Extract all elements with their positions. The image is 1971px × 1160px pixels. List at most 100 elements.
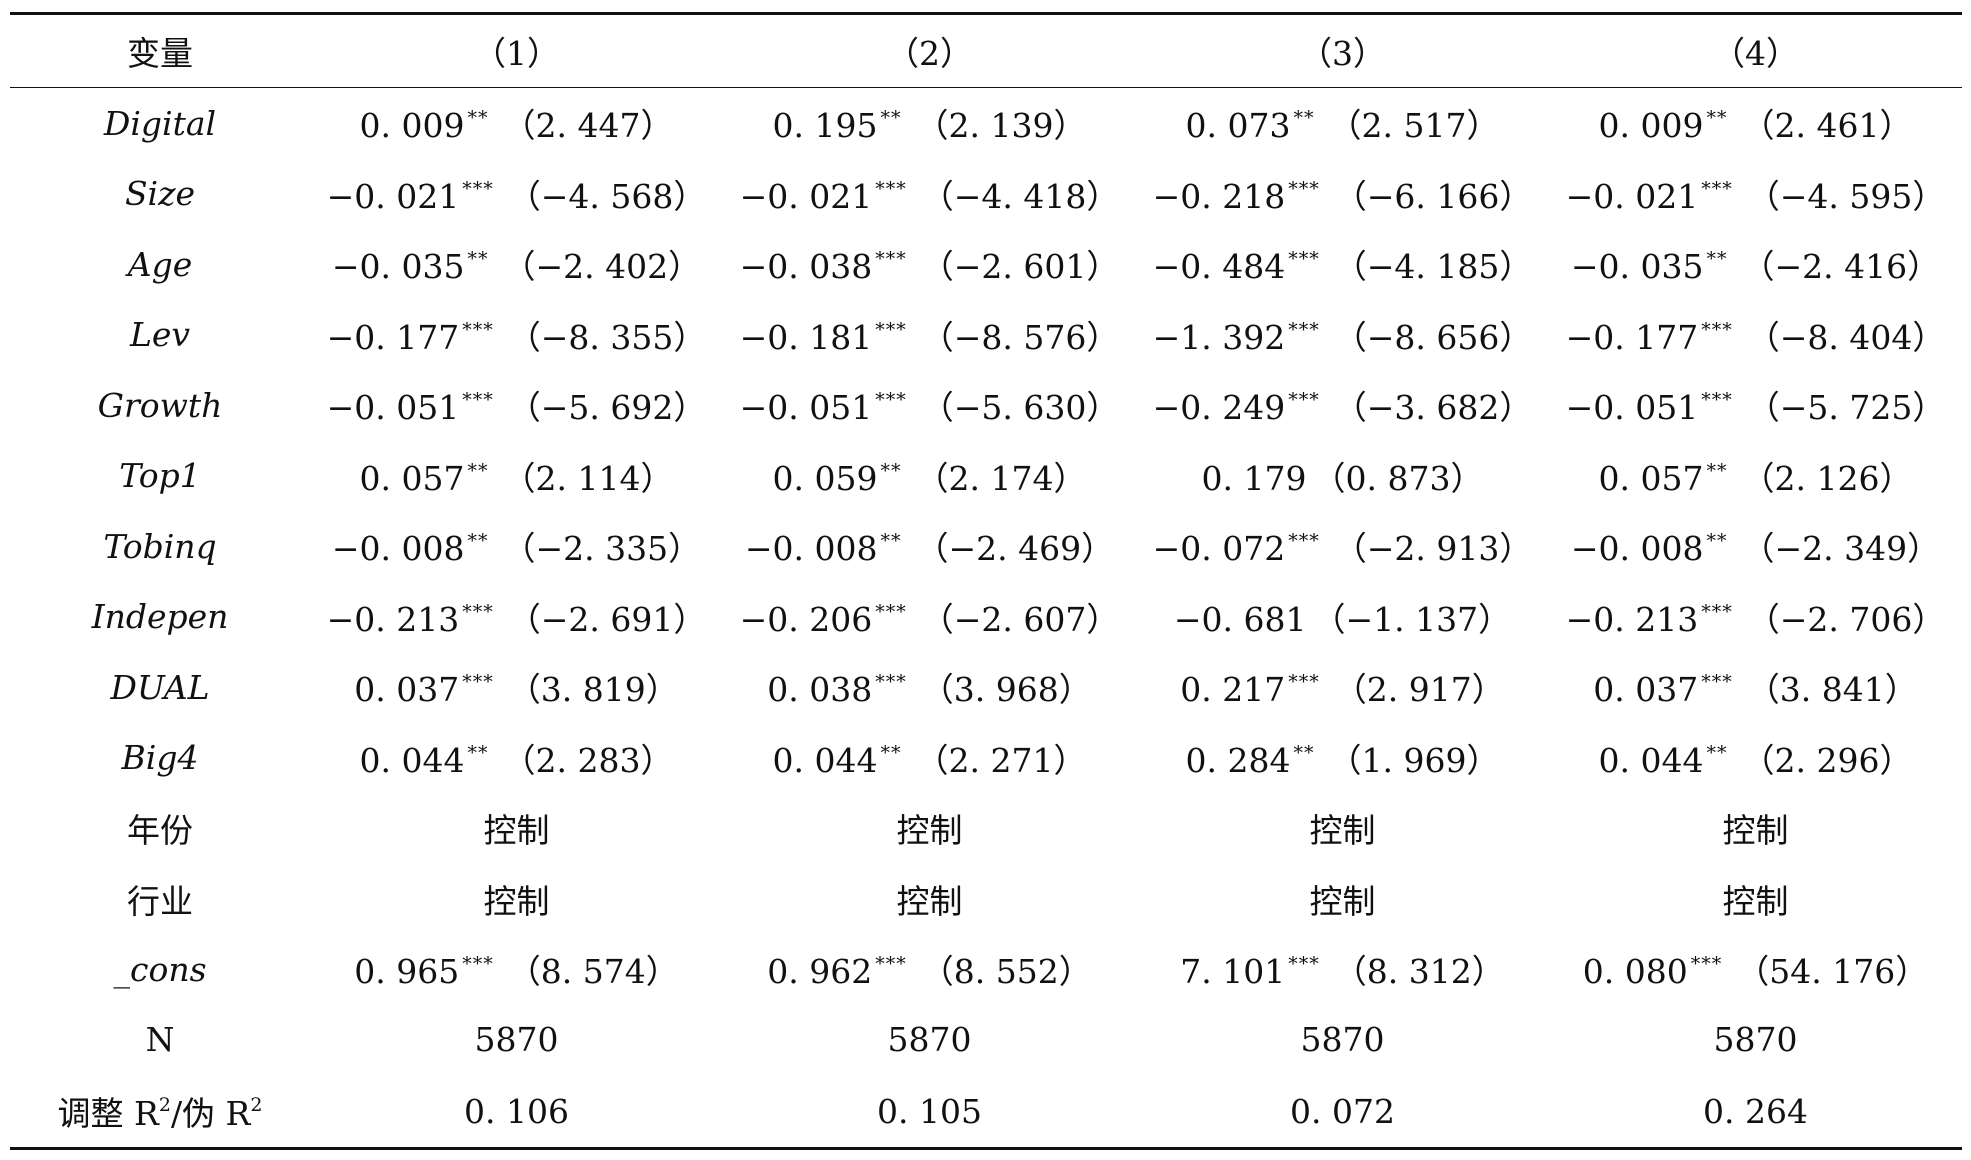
t-statistic: （2. 461） xyxy=(1741,106,1913,146)
significance-stars: *** xyxy=(1701,671,1733,694)
coefficient: 0. 044 xyxy=(1598,740,1704,780)
t-statistic: （−4. 568） xyxy=(507,176,707,216)
table-cell: 0. 037 *** （3. 841） xyxy=(1549,652,1962,723)
table-cell: 0. 009 ** （2. 447） xyxy=(310,88,723,159)
significance-stars: *** xyxy=(1701,177,1733,200)
coefficient: 5870 xyxy=(1713,1020,1798,1060)
table-row: 行业 控制 控制 控制 控制 xyxy=(10,864,1962,935)
significance-stars: ** xyxy=(1706,741,1728,764)
table-row: Digital 0. 009 ** （2. 447） 0. 195 ** （2. 139） 0… xyxy=(10,88,1962,159)
table-cell: −0. 035 ** （−2. 402） xyxy=(310,229,723,300)
significance-stars: *** xyxy=(875,177,907,200)
coefficient: 控制 xyxy=(1722,881,1789,921)
t-statistic: （2. 517） xyxy=(1328,106,1500,146)
table-cell: 0. 044 ** （2. 296） xyxy=(1549,723,1962,794)
table-cell-r2: 0. 106 xyxy=(464,1091,569,1131)
table-cell: −0. 072 *** （−2. 913） xyxy=(1136,511,1549,582)
significance-stars: ** xyxy=(467,107,489,130)
coefficient: 0. 044 xyxy=(359,740,465,780)
table-cell: 0. 044 ** （2. 283） xyxy=(310,723,723,794)
coefficient: 0. 057 xyxy=(1598,458,1704,498)
table-cell: 7. 101 *** （8. 312） xyxy=(1136,934,1549,1005)
t-statistic: （0. 873） xyxy=(1312,458,1484,498)
table-cell: 0. 284 ** （1. 969） xyxy=(1136,723,1549,794)
table-cell: −1. 392 *** （−8. 656） xyxy=(1136,300,1549,371)
t-statistic: （−8. 576） xyxy=(920,317,1120,357)
coefficient: 0. 962 xyxy=(767,952,873,992)
r2-label-part2: /伪 R xyxy=(170,1094,251,1133)
coefficient: 控制 xyxy=(483,811,550,851)
row-label: Digital xyxy=(103,103,217,143)
coefficient: 0. 037 xyxy=(1593,670,1699,710)
table-cell: 5870 xyxy=(723,1005,1136,1076)
t-statistic: （−1. 137） xyxy=(1312,599,1512,639)
significance-stars: ** xyxy=(880,107,902,130)
header-variable: 变量 xyxy=(127,34,193,73)
table-row: Indepen −0. 213 *** （−2. 691） −0. 206 *** （−2.… xyxy=(10,582,1962,653)
table-cell: 0. 962 *** （8. 552） xyxy=(723,934,1136,1005)
t-statistic: （−2. 601） xyxy=(920,247,1120,287)
t-statistic: （−2. 402） xyxy=(502,247,702,287)
row-label: Lev xyxy=(129,315,191,355)
coefficient: 0. 284 xyxy=(1185,740,1291,780)
t-statistic: （2. 283） xyxy=(502,740,674,780)
table-cell: −0. 035 ** （−2. 416） xyxy=(1549,229,1962,300)
significance-stars: ** xyxy=(880,741,902,764)
t-statistic: （−2. 691） xyxy=(507,599,707,639)
row-label-r2: 调整 R2/伪 R2 xyxy=(10,1075,310,1149)
table-cell: −0. 218 *** （−6. 166） xyxy=(1136,159,1549,230)
t-statistic: （2. 296） xyxy=(1741,740,1913,780)
r2-superscript-1: 2 xyxy=(158,1094,171,1116)
coefficient: −0. 035 xyxy=(331,247,465,287)
table-cell: −0. 008 ** （−2. 349） xyxy=(1549,511,1962,582)
coefficient: 控制 xyxy=(1309,881,1376,921)
r2-label-part1: 调整 R xyxy=(57,1094,159,1133)
row-label: _cons xyxy=(113,949,207,989)
coefficient: 0. 044 xyxy=(772,740,878,780)
table-cell: 0. 009 ** （2. 461） xyxy=(1549,88,1962,159)
table-cell: −0. 177 *** （−8. 404） xyxy=(1549,300,1962,371)
t-statistic: （2. 114） xyxy=(502,458,674,498)
table-cell: −0. 008 ** （−2. 469） xyxy=(723,511,1136,582)
coefficient: 5870 xyxy=(887,1020,972,1060)
table-cell: 0. 195 ** （2. 139） xyxy=(723,88,1136,159)
table-row-r2: 调整 R2/伪 R2 0. 106 0. 105 0. 072 0. 264 xyxy=(10,1075,1962,1149)
significance-stars: *** xyxy=(1288,530,1320,553)
t-statistic: （1. 969） xyxy=(1328,740,1500,780)
coefficient: 0. 217 xyxy=(1180,670,1286,710)
table-cell: 控制 xyxy=(723,793,1136,864)
coefficient: 控制 xyxy=(483,881,550,921)
coefficient: −0. 181 xyxy=(739,317,873,357)
header-col-3: （3） xyxy=(1299,34,1386,73)
table-row: N 5870 5870 5870 5870 xyxy=(10,1005,1962,1076)
row-label: 行业 xyxy=(127,881,193,921)
table-cell: −0. 681 （−1. 137） xyxy=(1136,582,1549,653)
significance-stars: *** xyxy=(1701,389,1733,412)
table-cell: 0. 059 ** （2. 174） xyxy=(723,441,1136,512)
significance-stars: *** xyxy=(462,671,494,694)
table-cell: 0. 080 *** （54. 176） xyxy=(1549,934,1962,1005)
coefficient: 0. 009 xyxy=(359,106,465,146)
t-statistic: （2. 447） xyxy=(502,106,674,146)
t-statistic: （−2. 607） xyxy=(920,599,1120,639)
table-cell: 5870 xyxy=(310,1005,723,1076)
coefficient: 0. 073 xyxy=(1185,106,1291,146)
coefficient: −0. 218 xyxy=(1152,176,1286,216)
table-cell: 控制 xyxy=(1549,793,1962,864)
coefficient: −0. 035 xyxy=(1570,247,1704,287)
coefficient: 0. 080 xyxy=(1582,952,1688,992)
significance-stars: *** xyxy=(1288,671,1320,694)
t-statistic: （2. 139） xyxy=(915,106,1087,146)
table-cell-r2: 0. 105 xyxy=(877,1091,982,1131)
t-statistic: （−5. 630） xyxy=(920,388,1120,428)
table-cell: 控制 xyxy=(310,793,723,864)
significance-stars: *** xyxy=(1690,953,1723,976)
table-row: Tobinq −0. 008 ** （−2. 335） −0. 008 ** （−2. 46… xyxy=(10,511,1962,582)
significance-stars: ** xyxy=(880,530,902,553)
significance-stars: ** xyxy=(467,459,489,482)
significance-stars: *** xyxy=(462,318,494,341)
table-cell: 0. 073 ** （2. 517） xyxy=(1136,88,1549,159)
coefficient: 5870 xyxy=(1300,1020,1385,1060)
t-statistic: （−3. 682） xyxy=(1333,388,1533,428)
table-cell: −0. 484 *** （−4. 185） xyxy=(1136,229,1549,300)
